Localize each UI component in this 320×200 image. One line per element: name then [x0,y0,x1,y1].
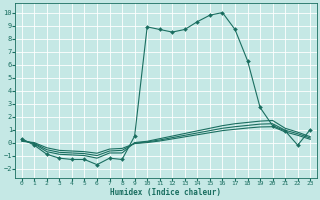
X-axis label: Humidex (Indice chaleur): Humidex (Indice chaleur) [110,188,221,197]
